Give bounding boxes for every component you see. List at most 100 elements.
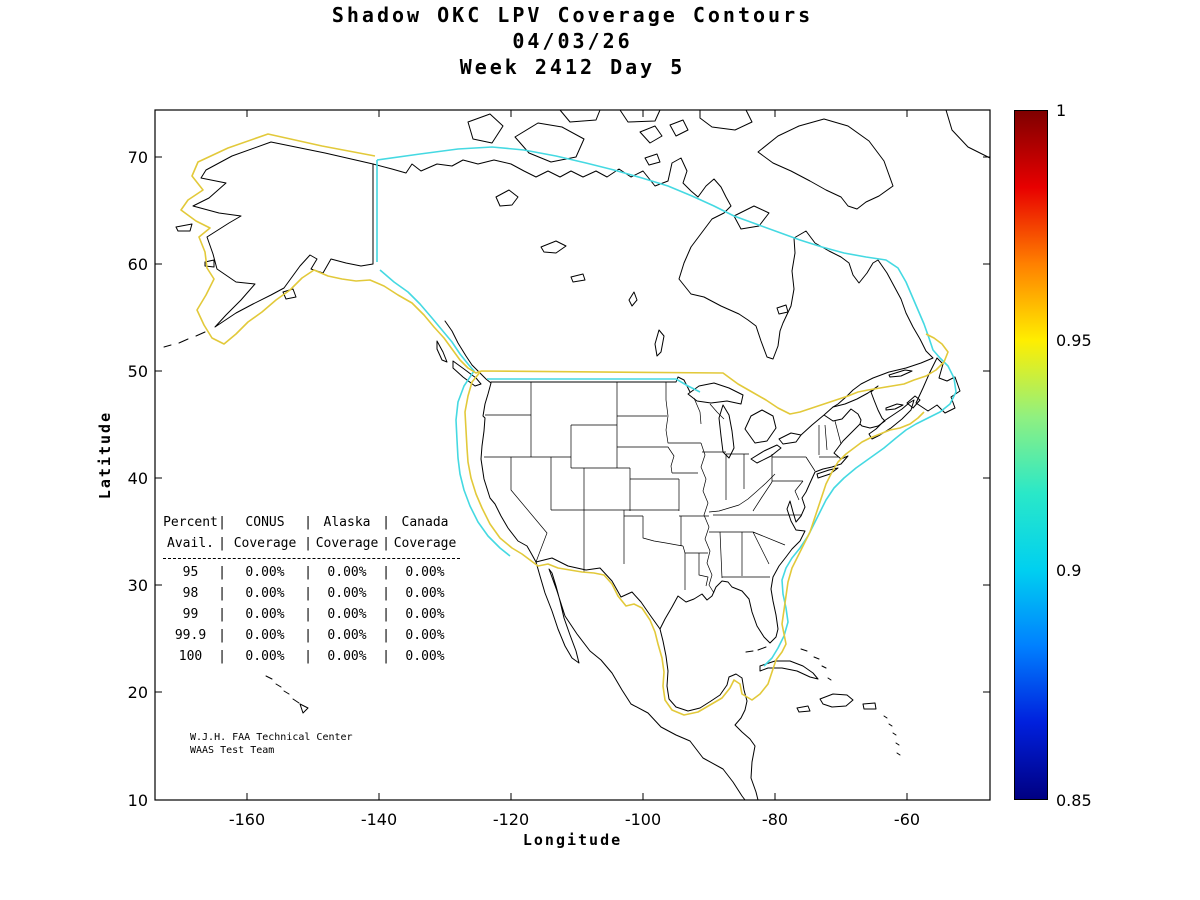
- table-header-row-2: Avail. | Coverage | Coverage | Coverage: [163, 533, 460, 554]
- column-separator: |: [304, 565, 312, 580]
- cell-canada: 0.00%: [405, 607, 445, 622]
- cell-conus: 0.00%: [245, 565, 285, 580]
- column-separator: |: [382, 649, 390, 664]
- header-coverage-canada: Coverage: [393, 536, 457, 551]
- y-tick-40: 40: [127, 469, 148, 488]
- cell-percent: 100: [178, 649, 203, 664]
- column-separator: |: [304, 586, 312, 601]
- column-separator: |: [218, 565, 226, 580]
- column-separator: |: [218, 586, 226, 601]
- long-island: [816, 467, 839, 479]
- cell-conus: 0.00%: [245, 628, 285, 643]
- column-separator: |: [218, 628, 226, 643]
- column-separator: |: [382, 536, 390, 551]
- table-row: 100 | 0.00% | 0.00% | 0.00%: [163, 646, 460, 667]
- colorbar-label-09: 0.9: [1056, 561, 1082, 580]
- table-row: 99.9 | 0.00% | 0.00% | 0.00%: [163, 625, 460, 646]
- y-tick-20: 20: [127, 683, 148, 702]
- y-tick-10: 10: [127, 791, 148, 810]
- column-separator: |: [218, 607, 226, 622]
- colorbar-label-095: 0.95: [1056, 331, 1092, 350]
- column-separator: |: [304, 649, 312, 664]
- table-row: 99 | 0.00% | 0.00% | 0.00%: [163, 604, 460, 625]
- nova-scotia: [868, 395, 921, 440]
- table-header-row-1: Percent | CONUS | Alaska | Canada: [163, 512, 460, 533]
- column-separator: |: [382, 607, 390, 622]
- cell-alaska: 0.00%: [327, 565, 367, 580]
- header-coverage-conus: Coverage: [233, 536, 297, 551]
- colorbar-label-085: 0.85: [1056, 791, 1092, 810]
- x-tick-n160: -160: [228, 810, 266, 829]
- attribution: W.J.H. FAA Technical Center WAAS Test Te…: [190, 731, 353, 757]
- figure-title: Shadow OKC LPV Coverage Contours 04/03/2…: [155, 2, 990, 80]
- contour-95-group: [180, 133, 949, 716]
- aleutian-islands: [163, 331, 206, 348]
- cell-canada: 0.00%: [405, 649, 445, 664]
- title-line3: Week 2412 Day 5: [459, 55, 686, 79]
- arctic-islands: [467, 109, 991, 315]
- header-coverage-alaska: Coverage: [315, 536, 379, 551]
- mexico-gulf-coast: [659, 628, 759, 801]
- y-axis-label: Latitude: [96, 410, 114, 500]
- colorbar-label-1: 1: [1056, 101, 1067, 120]
- x-tick-n100: -100: [624, 810, 662, 829]
- cell-conus: 0.00%: [245, 586, 285, 601]
- canada-lakes: [495, 189, 665, 357]
- y-tick-50: 50: [127, 362, 148, 381]
- x-tick-n120: -120: [492, 810, 530, 829]
- great-lakes: [687, 382, 802, 464]
- y-tick-60: 60: [127, 255, 148, 274]
- canada-coast: [372, 157, 934, 408]
- cell-percent: 95: [182, 565, 199, 580]
- alaska-coast: [192, 141, 374, 328]
- column-separator: |: [382, 565, 390, 580]
- alaska-islands: [175, 223, 297, 300]
- attribution-line1: W.J.H. FAA Technical Center: [190, 732, 353, 743]
- island-specks: [800, 648, 901, 756]
- column-separator: |: [218, 515, 226, 530]
- coverage-table: Percent | CONUS | Alaska | Canada Avail.…: [163, 512, 460, 667]
- east-gulf-coast: [535, 423, 861, 644]
- column-separator: |: [304, 536, 312, 551]
- pei-anticosti: [885, 369, 913, 411]
- column-separator: |: [382, 586, 390, 601]
- plot-border: [154, 109, 991, 801]
- caribbean-islands: [759, 660, 877, 713]
- header-canada: Canada: [401, 515, 449, 530]
- contour-95-path: [180, 133, 949, 716]
- table-row: 98 | 0.00% | 0.00% | 0.00%: [163, 583, 460, 604]
- header-alaska: Alaska: [323, 515, 371, 530]
- us-state-borders: [484, 382, 842, 594]
- hawaii-islands: [265, 675, 309, 714]
- x-tick-n60: -60: [893, 810, 921, 829]
- florida-keys: [745, 646, 767, 653]
- cell-conus: 0.00%: [245, 607, 285, 622]
- cell-alaska: 0.00%: [327, 586, 367, 601]
- column-separator: |: [218, 536, 226, 551]
- cell-canada: 0.00%: [405, 628, 445, 643]
- cell-percent: 98: [182, 586, 199, 601]
- attribution-line2: WAAS Test Team: [190, 745, 275, 756]
- x-tick-n140: -140: [360, 810, 398, 829]
- west-coast: [444, 320, 746, 801]
- column-separator: |: [382, 515, 390, 530]
- axis-ticks: [155, 110, 990, 800]
- cell-alaska: 0.00%: [327, 628, 367, 643]
- y-tick-30: 30: [127, 576, 148, 595]
- header-avail: Avail.: [167, 536, 214, 551]
- cell-percent: 99.9: [174, 628, 207, 643]
- table-row: 95 | 0.00% | 0.00% | 0.00%: [163, 562, 460, 583]
- contour-90-path: [376, 146, 957, 667]
- pacific-islands: [436, 340, 482, 387]
- colorbar: [1014, 110, 1048, 800]
- cell-conus: 0.00%: [245, 649, 285, 664]
- colorbar-gradient: [1015, 111, 1047, 799]
- column-separator: |: [304, 607, 312, 622]
- column-separator: |: [382, 628, 390, 643]
- column-separator: |: [218, 649, 226, 664]
- x-tick-n80: -80: [761, 810, 789, 829]
- newfoundland: [915, 357, 961, 414]
- state-border-paths: [484, 382, 842, 594]
